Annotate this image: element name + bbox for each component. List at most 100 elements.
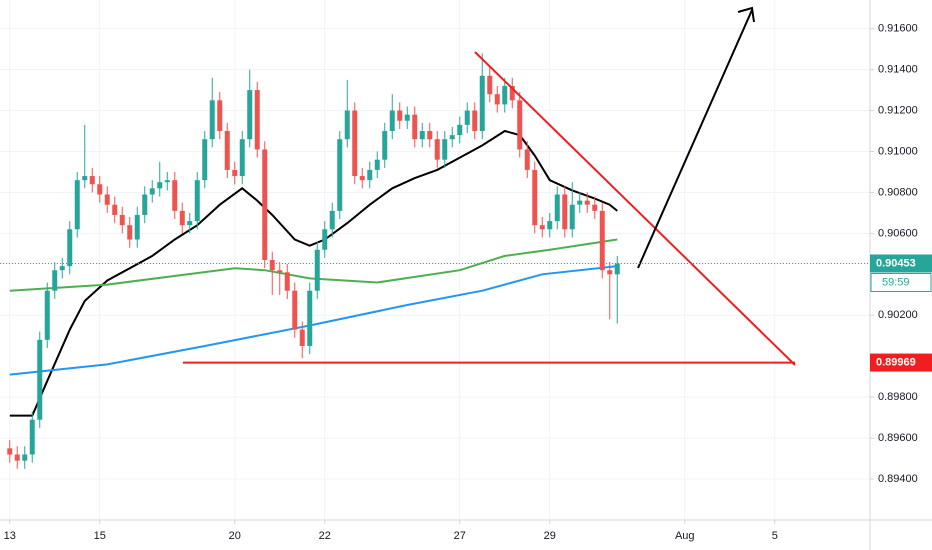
candle-body <box>104 194 110 205</box>
candle-body <box>442 139 448 160</box>
drawings <box>474 6 796 366</box>
x-tick-label: 15 <box>94 530 106 542</box>
moving-average <box>9 238 618 292</box>
candle-body <box>494 94 500 105</box>
candle-body <box>29 419 35 455</box>
moving-average <box>9 265 618 376</box>
y-tick-label: 0.91400 <box>878 64 918 76</box>
countdown-box <box>870 272 932 292</box>
y-tick-label: 0.90200 <box>878 309 918 321</box>
candle-body <box>232 169 238 177</box>
x-tick-label: 13 <box>4 530 16 542</box>
candle-body <box>322 229 328 250</box>
candle-body <box>82 176 88 181</box>
candle-body <box>307 290 313 346</box>
candle-body <box>157 182 163 189</box>
candle-body <box>554 194 560 222</box>
y-tick-label: 0.89600 <box>878 432 918 444</box>
candle-body <box>284 272 290 291</box>
candle-body <box>584 200 590 205</box>
candle-body <box>142 194 148 215</box>
candle-body <box>134 214 140 240</box>
candle-body <box>194 180 200 222</box>
candle-body <box>337 139 343 211</box>
candle-body <box>457 124 463 136</box>
candle-body <box>359 176 365 181</box>
candle-body <box>479 75 485 132</box>
axis-labels: 0.91600 0.91400 0.91200 0.91000 0.90800 0.906… <box>4 23 918 542</box>
candle-body <box>562 194 568 230</box>
x-tick-label: Aug <box>675 530 695 542</box>
candle-body <box>472 110 478 132</box>
candle-body <box>502 85 508 105</box>
candle-body <box>577 200 583 205</box>
candle-body <box>202 139 208 181</box>
candle-body <box>419 131 425 140</box>
candle-body <box>74 180 80 230</box>
candle-body <box>187 221 193 226</box>
x-tick-label: 27 <box>454 530 466 542</box>
candle-body <box>179 210 185 226</box>
candle-body <box>517 100 523 150</box>
candle-body <box>427 131 433 140</box>
candle-body <box>14 454 20 461</box>
candle-body <box>292 290 298 330</box>
candle-body <box>367 169 373 181</box>
candle-body <box>404 114 410 121</box>
candle-body <box>434 139 440 160</box>
candle-body <box>172 180 178 211</box>
candle-body <box>22 454 28 461</box>
candle-body <box>52 270 58 291</box>
arrow-shaft <box>637 9 753 269</box>
candle-body <box>397 110 403 121</box>
y-tick-label: 0.90600 <box>878 227 918 239</box>
candle-body <box>164 180 170 183</box>
level-box <box>870 353 932 372</box>
candle-body <box>254 90 260 150</box>
candle-body <box>127 225 133 240</box>
candle-body <box>352 110 358 177</box>
x-tick-label: 5 <box>772 530 778 542</box>
candle-body <box>449 135 455 140</box>
candle-body <box>262 149 268 260</box>
candle-body <box>224 131 230 170</box>
level-label: 0.89969 <box>876 356 916 368</box>
candle-body <box>539 225 545 230</box>
candle-body <box>509 85 515 101</box>
candle-body <box>547 221 553 230</box>
y-tick-label: 0.91000 <box>878 145 918 157</box>
candle-body <box>389 110 395 132</box>
candle-body <box>532 169 538 226</box>
grid <box>0 0 870 520</box>
candle-body <box>607 270 613 275</box>
candle-body <box>592 204 598 211</box>
last-price-box <box>870 254 932 273</box>
candle-body <box>487 75 493 95</box>
candle-body <box>412 114 418 140</box>
candle-body <box>382 131 388 160</box>
arrow-head <box>737 6 755 23</box>
candle-body <box>209 100 215 140</box>
candle-body <box>374 159 380 170</box>
candle-body <box>524 149 530 170</box>
candle-body <box>89 176 95 185</box>
candle-body <box>119 214 125 226</box>
x-tick-label: 22 <box>319 530 331 542</box>
countdown-label: 59:59 <box>882 276 910 288</box>
candle-body <box>614 263 620 275</box>
candle-body <box>344 110 350 140</box>
last-price-label: 0.90453 <box>876 257 916 269</box>
candle-body <box>314 249 320 291</box>
y-tick-label: 0.89400 <box>878 473 918 485</box>
candle-body <box>149 188 155 195</box>
candle-body <box>599 210 605 271</box>
candle-body <box>329 210 335 230</box>
candles <box>7 53 620 469</box>
candle-body <box>299 329 305 346</box>
candle-body <box>44 290 50 340</box>
y-tick-label: 0.90800 <box>878 186 918 198</box>
candle-body <box>97 184 103 195</box>
y-tick-label: 0.89800 <box>878 391 918 403</box>
candle-body <box>247 90 253 140</box>
